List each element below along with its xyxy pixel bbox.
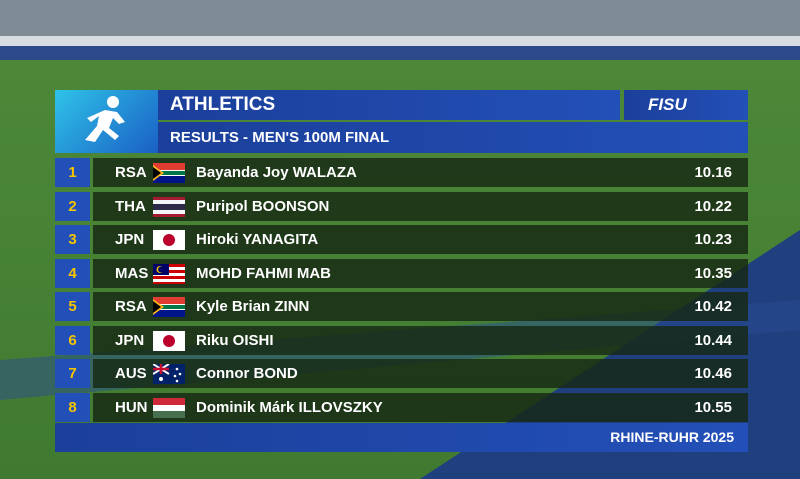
- result-row: AUS Connor BOND 10.46: [93, 359, 748, 388]
- result-row: JPN Hiroki YANAGITA 10.23: [93, 225, 748, 254]
- result-row: RSA Bayanda Joy WALAZA 10.16: [93, 158, 748, 187]
- sport-title: ATHLETICS: [158, 90, 620, 120]
- rank-cell: 5: [55, 292, 90, 321]
- result-time: 10.22: [694, 197, 732, 215]
- athlete-name: Bayanda Joy WALAZA: [196, 164, 357, 181]
- result-row: HUN Dominik Márk ILLOVSZKY 10.55: [93, 392, 748, 422]
- sport-icon: [55, 90, 158, 153]
- fisu-logo: FISU: [624, 90, 748, 120]
- country-code: RSA: [115, 164, 147, 181]
- result-time: 10.42: [694, 298, 732, 315]
- flag: [153, 230, 185, 250]
- athlete-name: Hiroki YANAGITA: [196, 231, 319, 248]
- country-code: HUN: [115, 398, 148, 416]
- flag: [153, 196, 185, 217]
- athlete-name: Kyle Brian ZINN: [196, 298, 310, 315]
- result-row: MAS MOHD FAHMI MAB 10.35: [93, 258, 748, 288]
- rank-cell: 4: [55, 258, 90, 288]
- country-code: AUS: [115, 365, 147, 382]
- rank-cell: 3: [55, 225, 90, 254]
- rank-cell: 1: [55, 158, 90, 187]
- result-time: 10.23: [694, 231, 732, 248]
- flag: [153, 163, 185, 183]
- runner-icon: [85, 96, 125, 142]
- flag: [153, 397, 185, 418]
- flag: [153, 364, 185, 384]
- country-code: JPN: [115, 331, 145, 349]
- country-code: MAS: [115, 264, 149, 282]
- country-code: THA: [115, 197, 146, 215]
- result-time: 10.44: [694, 331, 732, 349]
- result-time: 10.16: [694, 164, 732, 181]
- result-row: JPN Riku OISHI 10.44: [93, 325, 748, 355]
- flag: [153, 297, 185, 317]
- flag: [153, 263, 185, 284]
- result-time: 10.55: [694, 398, 732, 416]
- rank-cell: 2: [55, 191, 90, 221]
- result-time: 10.35: [694, 264, 732, 282]
- country-code: JPN: [115, 231, 145, 248]
- athlete-name: MOHD FAHMI MAB: [196, 264, 331, 282]
- athlete-name: Dominik Márk ILLOVSZKY: [196, 398, 383, 416]
- athlete-name: Connor BOND: [196, 365, 298, 382]
- result-row: RSA Kyle Brian ZINN 10.42: [93, 292, 748, 321]
- rank-cell: 8: [55, 392, 90, 422]
- results-subtitle: RESULTS - MEN'S 100M FINAL: [158, 122, 748, 153]
- result-row: THA Puripol BOONSON 10.22: [93, 191, 748, 221]
- footer: RHINE-RUHR 2025: [55, 423, 748, 452]
- athlete-name: Puripol BOONSON: [196, 197, 330, 215]
- athlete-name: Riku OISHI: [196, 331, 274, 349]
- flag: [153, 330, 185, 351]
- rank-cell: 7: [55, 359, 90, 388]
- rank-cell: 6: [55, 325, 90, 355]
- country-code: RSA: [115, 298, 147, 315]
- logo-text: FISU: [648, 95, 687, 114]
- result-time: 10.46: [694, 365, 732, 382]
